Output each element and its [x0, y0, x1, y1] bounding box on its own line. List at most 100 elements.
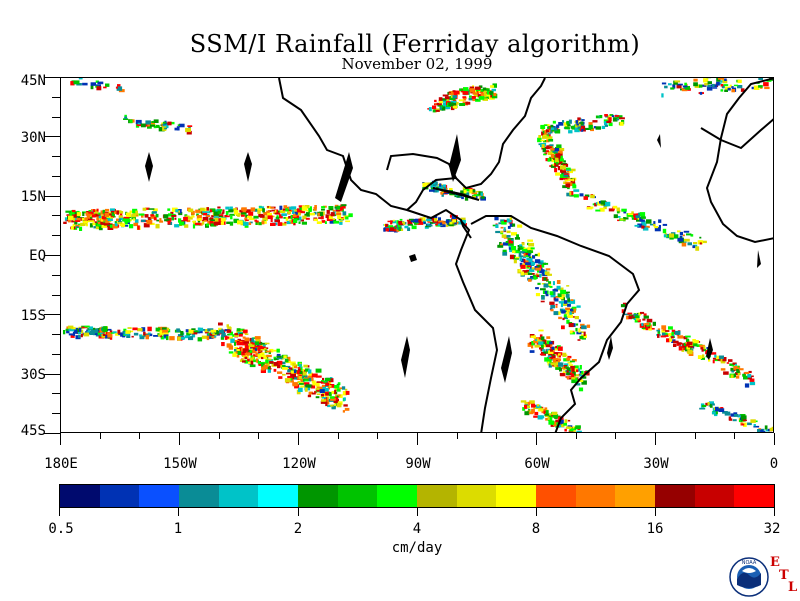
rain-pixel — [312, 383, 318, 386]
rain-pixel — [243, 349, 246, 353]
rain-pixel — [66, 329, 69, 331]
rain-pixel — [569, 364, 573, 366]
rain-pixel — [549, 286, 552, 288]
rain-pixel — [520, 251, 525, 253]
rain-pixel — [606, 121, 611, 123]
rain-pixel — [560, 373, 565, 376]
rain-pixel — [105, 84, 109, 87]
rain-pixel — [739, 368, 744, 370]
rain-pixel — [237, 355, 240, 358]
rain-pixel — [203, 213, 207, 216]
rain-pixel — [150, 214, 154, 216]
rain-pixel — [615, 115, 620, 117]
rain-pixel — [300, 386, 304, 388]
rain-pixel — [146, 335, 150, 339]
rain-pixel — [321, 394, 324, 396]
rain-pixel — [241, 207, 247, 211]
rain-pixel — [693, 82, 698, 86]
map-date: November 02, 1999 — [0, 55, 800, 73]
rain-pixel — [553, 281, 555, 285]
rain-pixel — [509, 247, 511, 250]
rain-pixel — [289, 207, 291, 210]
rain-pixel — [504, 227, 506, 231]
rain-pixel — [490, 85, 494, 88]
rain-pixel — [225, 207, 229, 210]
colorbar-swatch — [734, 485, 774, 507]
rain-pixel — [117, 222, 122, 224]
rain-pixel — [321, 399, 326, 402]
rain-pixel — [195, 210, 200, 213]
rain-pixel — [229, 351, 234, 353]
lat-label-eq: EQ — [10, 248, 46, 264]
rain-pixel — [654, 226, 658, 228]
rain-pixel — [229, 346, 233, 350]
rain-pixel — [534, 412, 538, 415]
rain-pixel — [641, 323, 643, 326]
rain-pixel — [570, 330, 573, 333]
south-america-coast — [456, 221, 497, 433]
rain-pixel — [564, 300, 567, 304]
rain-pixel — [620, 122, 624, 126]
rain-pixel — [550, 349, 553, 351]
rain-pixel — [693, 242, 697, 244]
rain-pixel — [132, 336, 134, 338]
rain-pixel — [168, 221, 171, 225]
rain-pixel — [688, 242, 693, 245]
rain-pixel — [724, 79, 727, 82]
axis-tick — [52, 393, 60, 394]
colorbar-swatch — [219, 485, 259, 507]
rain-pixel — [548, 139, 553, 142]
rain-pixel — [553, 359, 556, 363]
rain-pixel — [322, 397, 326, 399]
rain-pixel — [546, 150, 549, 152]
rain-pixel — [567, 315, 573, 319]
rain-pixel — [531, 409, 535, 413]
rain-pixel — [130, 211, 133, 213]
rain-pixel — [575, 425, 581, 428]
rain-pixel — [125, 330, 130, 334]
rain-pixel — [256, 346, 261, 348]
rain-pixel — [320, 389, 325, 393]
rain-pixel — [703, 78, 708, 82]
rain-pixel — [716, 82, 720, 86]
rain-pixel — [770, 428, 774, 431]
rain-pixel — [682, 243, 687, 247]
axis-tick — [734, 433, 735, 439]
rain-pixel — [524, 405, 527, 409]
rain-pixel — [483, 88, 487, 91]
rain-pixel — [219, 330, 225, 334]
axis-tick — [52, 334, 60, 335]
rain-pixel — [567, 304, 571, 307]
rain-pixel — [333, 210, 335, 212]
rain-pixel — [65, 211, 71, 213]
rain-pixel — [63, 330, 65, 334]
rain-pixel — [700, 242, 702, 244]
lat-label-15s: 15S — [10, 308, 46, 324]
rain-pixel — [281, 213, 287, 216]
rain-pixel — [683, 235, 685, 237]
rain-pixel — [234, 342, 236, 346]
rain-pixel — [335, 210, 340, 212]
rain-pixel — [573, 189, 579, 192]
rain-pixel — [385, 224, 388, 227]
rain-pixel — [211, 330, 217, 333]
colorbar-tick — [655, 508, 656, 516]
rain-pixel — [684, 231, 690, 233]
rain-pixel — [569, 191, 571, 195]
rain-pixel — [317, 394, 321, 396]
rain-pixel — [153, 335, 158, 337]
rain-pixel — [185, 128, 191, 132]
rain-pixel — [257, 210, 260, 214]
rain-pixel — [443, 184, 446, 187]
rain-pixel — [641, 216, 646, 219]
rain-pixel — [540, 288, 546, 290]
rain-pixel — [511, 239, 513, 241]
colorbar-tick — [178, 508, 179, 516]
rain-pixel — [125, 218, 130, 222]
rain-pixel — [528, 273, 533, 275]
rain-pixel — [115, 223, 118, 226]
rain-pixel — [566, 294, 569, 298]
rain-pixel — [561, 325, 565, 329]
rain-pixel — [754, 424, 756, 426]
rain-pixel — [539, 337, 541, 339]
